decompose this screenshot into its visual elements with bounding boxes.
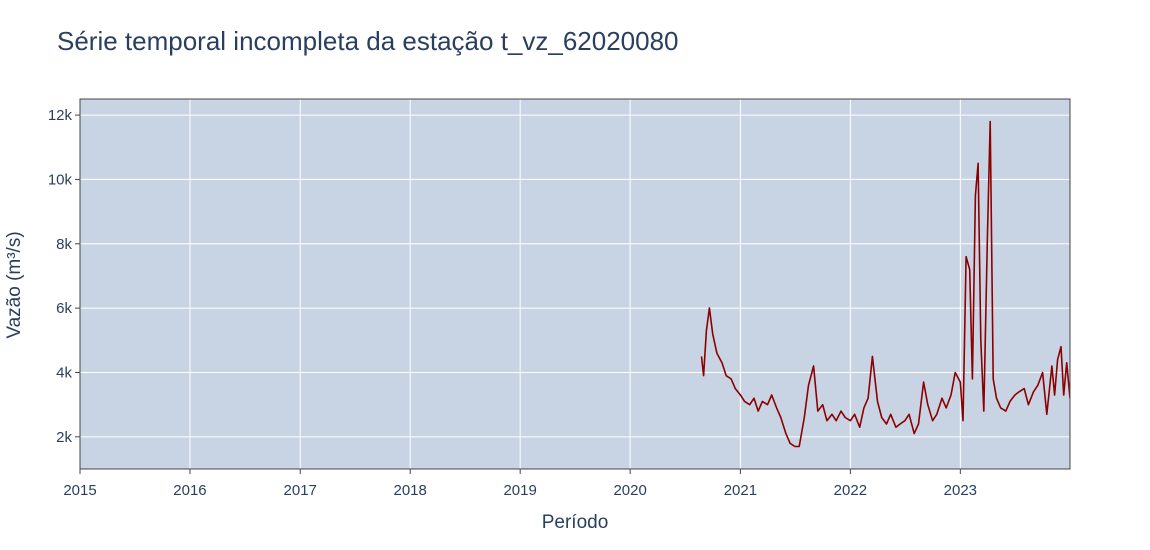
x-axis-ticks: 2015 2016 2017 2018 2019 2020 2021 2022 2023: [63, 469, 977, 499]
x-tick-label: 2017: [284, 482, 317, 499]
x-tick-label: 2020: [613, 482, 646, 499]
x-tick-label: 2019: [503, 482, 536, 499]
x-tick-label: 2015: [63, 482, 96, 499]
y-tick-label: 6k: [56, 300, 72, 317]
y-tick-label: 12k: [48, 107, 73, 124]
series-line: [700, 120, 1070, 448]
chart-title: Série temporal incompleta da estação t_v…: [57, 26, 679, 56]
x-tick-label: 2023: [944, 482, 977, 499]
y-axis-title: Vazão (m³/s): [4, 231, 25, 338]
x-tick-label: 2022: [834, 482, 867, 499]
y-tick-label: 4k: [56, 364, 72, 381]
gridlines: [79, 99, 1070, 469]
plot-area: [80, 99, 1070, 469]
x-tick-label: 2018: [394, 482, 427, 499]
x-tick-label: 2021: [724, 482, 757, 499]
x-axis-title: Período: [542, 512, 609, 533]
plot-frame: [79, 98, 1071, 470]
y-tick-label: 10k: [48, 171, 73, 188]
y-tick-label: 2k: [56, 429, 72, 446]
y-axis-ticks: 2k 4k 6k 8k 10k 12k: [48, 107, 80, 446]
x-tick-label: 2016: [173, 482, 206, 499]
y-tick-label: 8k: [56, 236, 72, 253]
